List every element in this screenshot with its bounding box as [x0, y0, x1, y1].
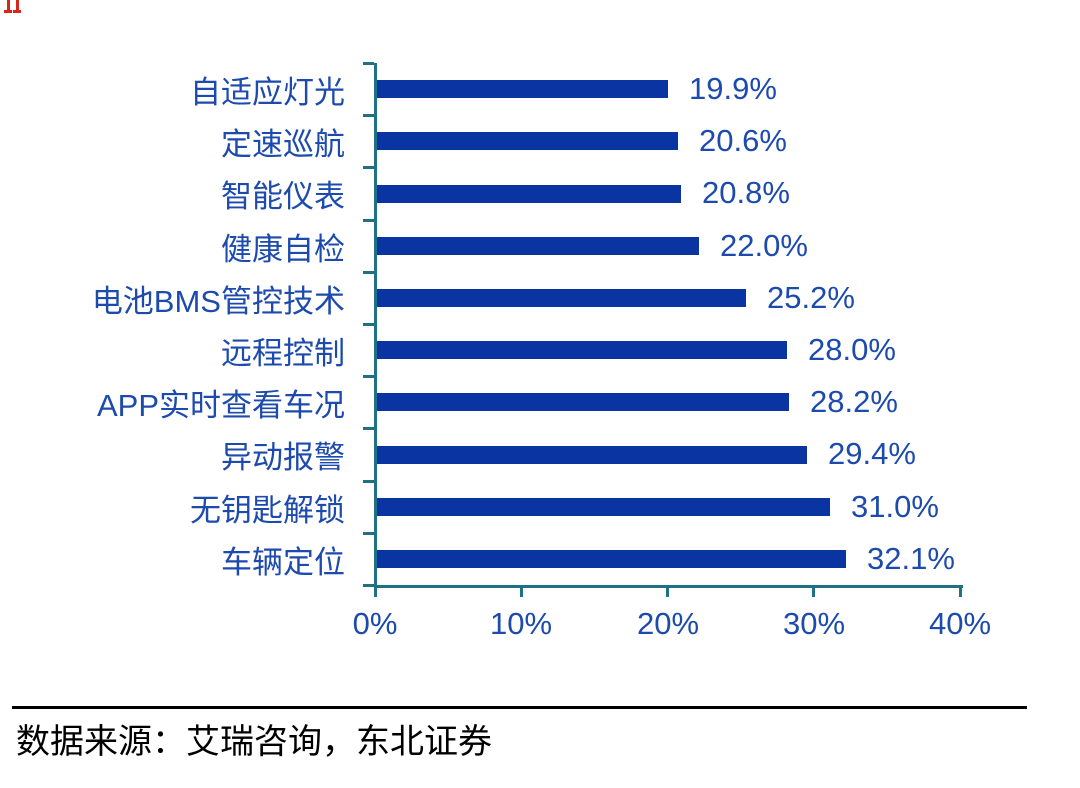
x-axis-tick	[374, 588, 377, 597]
value-label: 28.0%	[808, 332, 896, 367]
x-axis-tick	[520, 588, 523, 597]
bar	[377, 132, 678, 150]
bar-chart-plot: 自适应灯光 19.9% 定速巡航 20.6% 智能仪表 20.8% 健康自检 22.0% 电池B…	[91, 62, 992, 641]
x-axis-tick-label: 10%	[489, 606, 553, 641]
y-axis-line	[374, 63, 377, 588]
value-label: 19.9%	[689, 71, 777, 106]
y-axis-tick	[363, 114, 374, 117]
data-source-text: 数据来源：艾瑞咨询，东北证券	[16, 724, 492, 761]
value-label: 31.0%	[851, 489, 939, 524]
category-label: 车辆定位	[221, 544, 345, 580]
y-axis-tick	[363, 166, 374, 169]
bar	[377, 393, 789, 411]
y-axis-tick	[363, 62, 374, 65]
y-axis-tick	[363, 219, 374, 222]
x-axis-tick-label: 20%	[636, 606, 700, 641]
bar	[377, 237, 699, 255]
value-label: 29.4%	[828, 436, 916, 471]
category-label: 远程控制	[221, 335, 345, 371]
footer-divider	[12, 706, 1027, 709]
value-label: 28.2%	[810, 384, 898, 419]
category-label: APP实时查看车况	[96, 387, 345, 423]
category-label: 健康自检	[221, 231, 345, 267]
category-label: 无钥匙解锁	[190, 492, 345, 528]
y-axis-tick	[363, 375, 374, 378]
bar	[377, 289, 746, 307]
value-label: 25.2%	[767, 280, 855, 315]
red-stroke	[13, 10, 21, 13]
category-label: 异动报警	[221, 439, 345, 475]
x-axis-line	[374, 585, 963, 588]
bar	[377, 185, 681, 203]
category-label: 智能仪表	[221, 178, 345, 214]
y-axis-tick	[363, 427, 374, 430]
value-label: 20.8%	[702, 175, 790, 210]
value-label: 32.1%	[867, 541, 955, 576]
cropped-red-text-fragment	[4, 0, 32, 15]
category-label: 定速巡航	[221, 126, 345, 162]
bar	[377, 550, 846, 568]
red-stroke	[7, 0, 10, 13]
y-axis-tick	[363, 584, 374, 587]
x-axis-tick-label: 0%	[352, 606, 398, 641]
value-label: 20.6%	[699, 123, 787, 158]
value-label: 22.0%	[720, 228, 808, 263]
x-axis-tick	[666, 588, 669, 597]
bar	[377, 446, 807, 464]
bar	[377, 341, 787, 359]
y-axis-tick	[363, 323, 374, 326]
x-axis-tick-label: 40%	[928, 606, 992, 641]
x-axis-tick	[959, 588, 962, 597]
x-axis-tick-label: 30%	[782, 606, 846, 641]
red-stroke	[16, 0, 19, 13]
y-axis-tick	[363, 271, 374, 274]
bar	[377, 80, 668, 98]
bar	[377, 498, 830, 516]
x-axis-tick	[812, 588, 815, 597]
category-label: 电池BMS管控技术	[91, 283, 345, 319]
category-label: 自适应灯光	[190, 74, 345, 110]
red-stroke	[4, 10, 12, 13]
y-axis-tick	[363, 480, 374, 483]
y-axis-tick	[363, 532, 374, 535]
